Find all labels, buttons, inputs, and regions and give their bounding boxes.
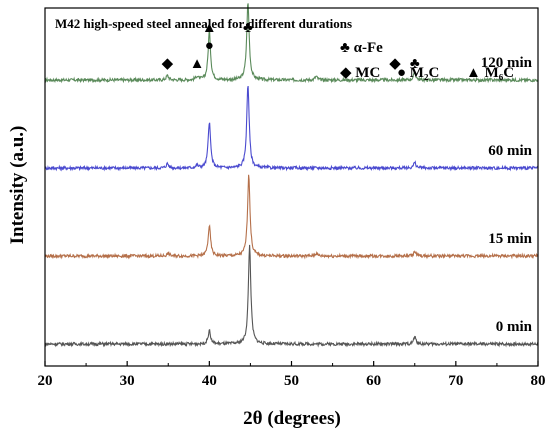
phase-annotations: ◆ ▲●▲ ♣◆ ♣ [162,20,420,72]
legend-entry: ● M₂C [397,65,439,81]
phase-marker: ▲ [202,20,217,36]
legend-entry: ◆ MC [340,65,380,81]
series-label: 0 min [496,319,533,335]
x-tick-label: 80 [531,373,546,389]
phase-marker: ▲ [190,56,205,72]
phase-marker: ◆ [162,56,174,72]
chart-title: M42 high-speed steel annealed for differ… [55,16,352,31]
phase-marker: ♣ [243,20,253,36]
series-label: 60 min [488,143,532,159]
series-line [44,244,539,348]
phase-marker: ● [205,38,214,54]
x-tick-label: 60 [366,373,381,389]
series-line [44,3,539,84]
x-tick-label: 40 [202,373,217,389]
y-axis-label: Intensity (a.u.) [7,126,28,245]
series-line [44,174,539,260]
legend-entry: ♣ α-Fe [340,40,383,56]
x-tick-label: 30 [120,373,135,389]
x-tick-label: 20 [38,373,53,389]
series-labels: 120 min 60 min 15 min 0 min [481,55,533,335]
plot-frame [44,7,539,367]
phase-marker: ◆ [389,56,401,72]
phase-marker: ♣ [410,56,420,72]
series-line [44,85,539,172]
curves-layer [44,3,539,348]
x-tick-label: 50 [284,373,299,389]
series-label: 120 min [481,55,533,71]
x-axis-label: 2θ (degrees) [243,408,341,429]
legend-entry: ▲ M₆C [466,65,514,81]
series-label: 15 min [488,231,532,247]
x-ticks: 20 30 40 50 60 70 80 [38,361,546,389]
x-tick-label: 70 [448,373,463,389]
legend: ♣ α-Fe ◆ MC ● M₂C ▲ M₆C [340,40,514,81]
